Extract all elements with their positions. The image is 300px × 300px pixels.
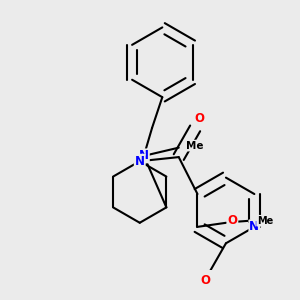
Text: O: O — [200, 274, 210, 287]
Text: O: O — [194, 112, 204, 124]
Text: Me: Me — [257, 216, 273, 226]
Text: O: O — [227, 214, 237, 227]
Text: N: N — [135, 155, 145, 168]
Text: N: N — [249, 220, 260, 233]
Text: Me: Me — [186, 141, 203, 151]
Text: N: N — [139, 149, 149, 162]
